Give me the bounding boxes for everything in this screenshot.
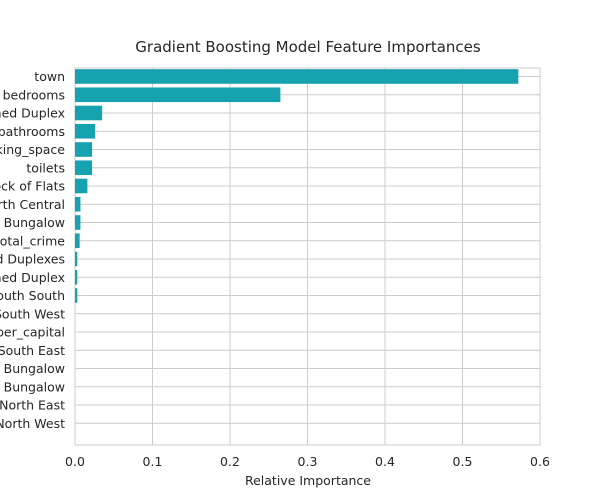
x-tick-label: 0.3: [298, 454, 318, 469]
bar: [75, 215, 81, 230]
y-tick-label: king_space: [0, 142, 65, 157]
bar: [75, 288, 78, 303]
bars: [75, 69, 519, 303]
y-tick-label: North East: [0, 398, 65, 413]
y-tick-label: South East: [0, 343, 65, 358]
bar: [75, 269, 78, 285]
y-tick-label: per_capital: [0, 325, 65, 340]
x-tick-labels: 0.0 0.1 0.2 0.3 0.4 0.5 0.6: [65, 454, 550, 469]
y-tick-label: ned Duplex: [0, 270, 65, 285]
x-tick-label: 0.1: [143, 454, 163, 469]
bar: [75, 69, 519, 84]
y-tick-label: ock of Flats: [0, 179, 65, 194]
y-tick-label: ned Duplex: [0, 106, 65, 121]
x-tick-label: 0.4: [375, 454, 395, 469]
bar: [75, 160, 93, 176]
y-tick-label: bedrooms: [3, 87, 65, 102]
chart-title: Gradient Boosting Model Feature Importan…: [135, 38, 481, 56]
y-tick-label: d Duplexes: [0, 252, 65, 267]
y-tick-label: Bungalow: [4, 379, 65, 394]
bar: [75, 251, 78, 267]
bar: [75, 123, 96, 139]
y-tick-label: town: [34, 69, 65, 84]
bar: [75, 233, 80, 249]
bar: [75, 87, 281, 103]
y-tick-label: total_crime: [0, 233, 65, 248]
y-tick-label: rth Central: [0, 197, 65, 212]
y-tick-label: North West: [0, 416, 65, 431]
y-tick-labels: town bedrooms ned Duplex bathrooms king_spac…: [0, 69, 65, 431]
x-tick-label: 0.6: [530, 454, 550, 469]
y-tick-label: outh South: [0, 288, 65, 303]
y-tick-label: bathrooms: [0, 124, 65, 139]
y-tick-label: toilets: [26, 160, 65, 175]
y-tick-label: South West: [0, 306, 65, 321]
x-tick-label: 0.0: [65, 454, 85, 469]
x-axis-label: Relative Importance: [245, 473, 371, 488]
x-tick-label: 0.5: [453, 454, 473, 469]
y-tick-label: Bungalow: [4, 361, 65, 376]
grid-lines: [74, 67, 541, 446]
x-tick-label: 0.2: [220, 454, 240, 469]
bar: [75, 142, 93, 157]
bar: [75, 196, 81, 212]
y-tick-label: Bungalow: [4, 215, 65, 230]
bar: [75, 178, 88, 194]
bar: [75, 105, 103, 121]
